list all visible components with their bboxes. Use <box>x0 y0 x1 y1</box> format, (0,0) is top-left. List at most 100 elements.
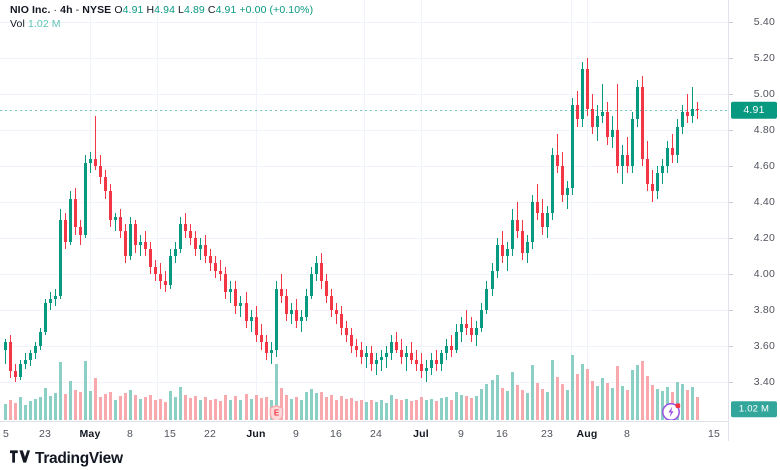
candle-wick <box>627 137 628 174</box>
candle-body-down <box>280 288 283 296</box>
candle-body-up <box>666 148 669 167</box>
volume-bar <box>280 388 283 420</box>
candle-body-down <box>606 112 609 138</box>
grid-layer <box>0 0 728 420</box>
price-axis-tick-dash <box>729 94 733 95</box>
candle-wick <box>436 349 437 372</box>
current-price-badge[interactable]: 4.91 <box>731 101 777 119</box>
candle-body-up <box>506 248 509 257</box>
candle-body-up <box>445 346 448 354</box>
candle-body-down <box>541 212 544 228</box>
candle-wick <box>602 83 603 124</box>
volume-bar <box>320 392 323 420</box>
candle-body-down <box>104 177 107 192</box>
candle-body-down <box>340 313 343 329</box>
candle-body-down <box>64 220 67 242</box>
volume-bar <box>561 384 564 420</box>
interval-label[interactable]: 4h <box>60 4 73 16</box>
price-axis-tick: 3.80 <box>729 304 775 316</box>
earnings-marker-label: E <box>274 409 280 418</box>
candle-wick <box>95 115 96 170</box>
time-axis-tick: Aug <box>576 428 598 440</box>
candle-body-up <box>275 288 278 350</box>
candle-body-down <box>184 223 187 231</box>
price-axis[interactable]: 5.40 5.20 5.00 4.80 4.60 4.40 4.20 4.00 3.80 3.60… <box>728 0 780 441</box>
candle-body-down <box>245 302 248 321</box>
candle-body-down <box>320 263 323 282</box>
grid-line-vertical <box>421 0 422 420</box>
candle-body-down <box>285 295 288 314</box>
volume-bar <box>169 391 172 420</box>
volume-bar <box>69 381 72 420</box>
volume-bar <box>511 372 514 420</box>
volume-bar <box>606 383 609 420</box>
volume-bar <box>14 403 17 420</box>
volume-bar <box>159 399 162 420</box>
time-axis-tick: 8 <box>623 428 631 440</box>
candle-body-down <box>516 220 519 231</box>
volume-bar <box>410 401 413 420</box>
candle-body-up <box>54 295 57 300</box>
volume-bar <box>541 389 544 420</box>
volume-bar <box>350 398 353 420</box>
candle-wick <box>271 342 272 365</box>
candle-body-down <box>420 364 423 372</box>
volume-bar <box>144 397 147 420</box>
candle-body-down <box>265 342 268 354</box>
volume-bar <box>566 390 569 420</box>
time-axis-tick: 5 <box>2 428 10 440</box>
candle-body-up <box>129 223 132 257</box>
volume-bar <box>285 395 288 420</box>
volume-bar <box>310 389 313 420</box>
candle-body-up <box>250 317 253 321</box>
open-value: 4.91 <box>122 4 144 16</box>
earnings-marker[interactable]: E <box>269 405 284 420</box>
volume-bar <box>9 400 12 420</box>
legend-separator-2: - <box>75 4 80 16</box>
current-volume-badge[interactable]: 1.02 M <box>731 401 777 417</box>
volume-bar <box>385 403 388 420</box>
price-axis-tick-dash <box>729 310 733 311</box>
tradingview-branding[interactable]: TradingView <box>10 450 123 468</box>
volume-bar <box>581 364 584 420</box>
chart-plot-area[interactable]: E <box>0 0 728 420</box>
volume-bar <box>521 390 524 420</box>
volume-bar <box>415 400 418 420</box>
volume-bar <box>194 396 197 420</box>
candle-body-down <box>14 371 17 377</box>
volume-bar <box>450 400 453 420</box>
candle-body-down <box>124 230 127 257</box>
candle-body-down <box>194 238 197 249</box>
time-axis-tick: Jun <box>246 428 266 440</box>
volume-bar <box>465 396 468 420</box>
candle-body-up <box>300 317 303 321</box>
grid-line-vertical <box>571 0 572 420</box>
lightning-marker[interactable] <box>661 400 683 420</box>
candle-body-up <box>676 126 679 156</box>
volume-bar <box>295 397 298 420</box>
overlay-layer <box>0 110 728 111</box>
symbol-name[interactable]: NIO Inc. <box>10 4 51 16</box>
candle-wick <box>617 83 618 174</box>
volume-bar <box>375 402 378 420</box>
volume-bar <box>315 393 318 420</box>
volume-bar <box>395 399 398 420</box>
volume-bar <box>49 396 52 420</box>
candle-body-up <box>305 295 308 318</box>
time-axis-tick: 23 <box>540 428 554 440</box>
candle-body-up <box>49 299 52 303</box>
volume-bar <box>265 397 268 420</box>
candle-wick <box>396 331 397 354</box>
candle-body-down <box>204 245 207 257</box>
candle-body-down <box>415 360 418 365</box>
candle-body-up <box>601 112 604 116</box>
price-axis-tick-dash <box>729 202 733 203</box>
time-axis[interactable]: 5 23 May 8 15 22 Jun 9 16 24 Jul 9 16 23 Aug 8 15 <box>0 421 728 446</box>
candle-body-up <box>491 270 494 289</box>
volume-bar <box>425 400 428 420</box>
candle-body-up <box>661 166 664 174</box>
current-price-line <box>0 110 728 111</box>
volume-bar <box>546 392 549 420</box>
candle-body-up <box>69 198 72 242</box>
volume-bar <box>651 385 654 420</box>
